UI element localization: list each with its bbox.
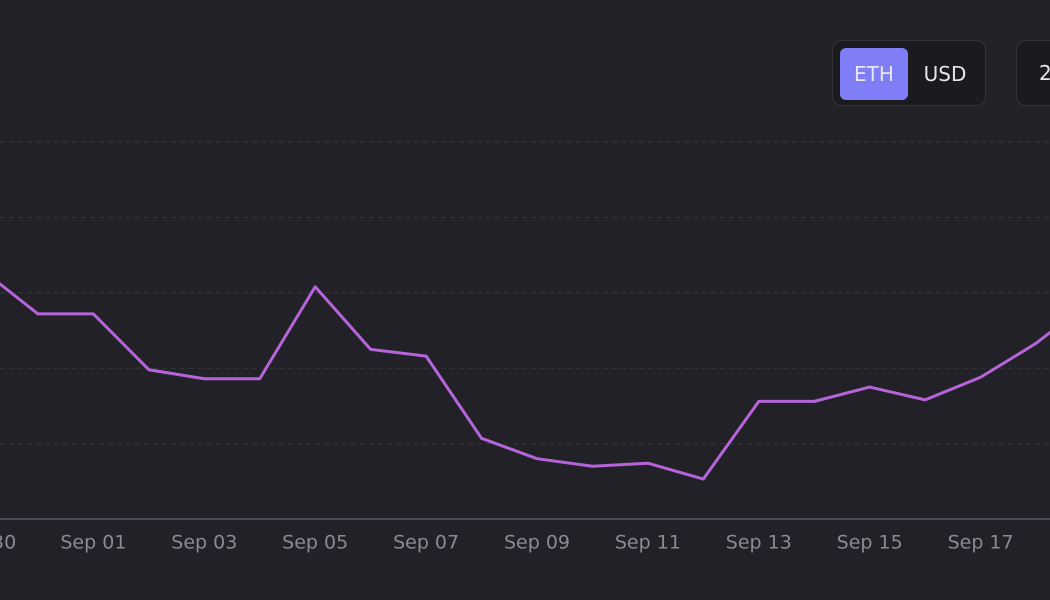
x-tick-label: Sep 01	[60, 532, 126, 554]
x-tick-label: Sep 15	[837, 532, 903, 554]
x-tick-label: Sep 11	[615, 532, 681, 554]
currency-toggle: ETH USD	[832, 40, 986, 106]
x-tick-label: Sep 17	[948, 532, 1014, 554]
line-series	[0, 282, 1050, 481]
x-tick-label: Sep 05	[282, 532, 348, 554]
currency-button[interactable]: USD	[923, 62, 967, 86]
x-tick-label: Sep 09	[504, 532, 570, 554]
x-tick-label: Sep 13	[726, 532, 792, 554]
x-tick-label: Aug 30	[0, 532, 16, 554]
x-tick-label: Sep 03	[171, 532, 237, 554]
x-tick-label: Sep 07	[393, 532, 459, 554]
currency-button[interactable]: ETH	[840, 48, 908, 100]
period-button[interactable]: 2	[1016, 40, 1050, 106]
